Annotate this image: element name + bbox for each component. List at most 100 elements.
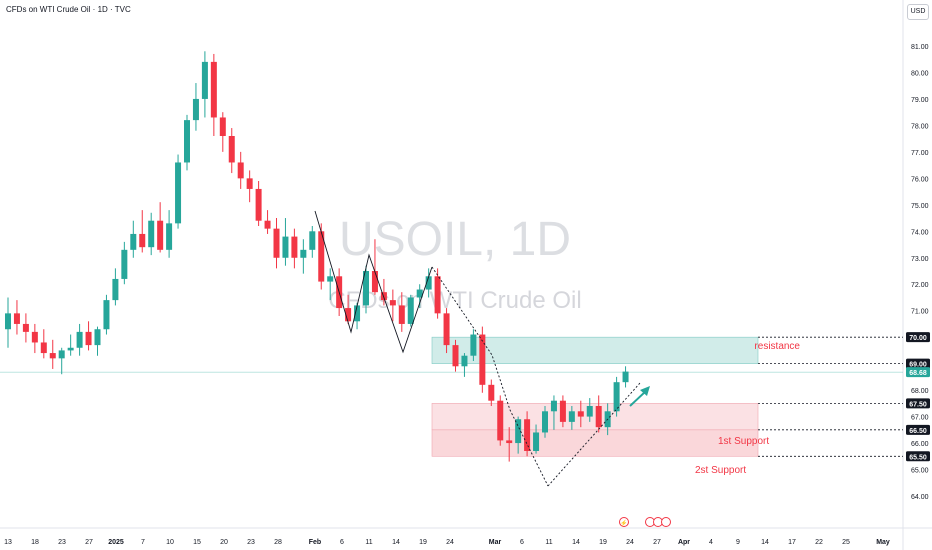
candle-body[interactable] (13, 313, 20, 324)
candle-body[interactable] (488, 384, 495, 401)
candle-body[interactable] (354, 305, 361, 322)
candle-body[interactable] (103, 300, 110, 330)
x-tick-label: 11 (365, 539, 372, 546)
candle-body[interactable] (416, 289, 423, 298)
zigzag-pattern[interactable] (314, 210, 433, 354)
candle-body[interactable] (130, 233, 137, 250)
price-label-text: 68.68 (909, 370, 927, 377)
resistance-label[interactable]: resistance (754, 341, 800, 352)
candle-body[interactable] (595, 406, 602, 428)
candle-body[interactable] (192, 98, 199, 121)
candle-body[interactable] (613, 382, 620, 412)
candle-body[interactable] (121, 249, 128, 279)
candle-body[interactable] (506, 440, 513, 444)
candle-body[interactable] (282, 236, 289, 258)
y-tick-label: 76.00 (911, 176, 929, 183)
candle-body[interactable] (345, 308, 352, 322)
candle-body[interactable] (237, 162, 244, 179)
first-support-zone[interactable] (431, 403, 759, 431)
candle-body[interactable] (497, 400, 504, 441)
candle-body[interactable] (255, 188, 262, 221)
candle-body[interactable] (264, 220, 271, 229)
candle-body[interactable] (291, 236, 298, 258)
candle-body[interactable] (533, 432, 540, 451)
candle-body[interactable] (524, 419, 531, 451)
candle-body[interactable] (246, 178, 253, 189)
candle-body[interactable] (67, 347, 74, 351)
price-label-text: 65.50 (909, 454, 927, 461)
x-tick-label: 10 (166, 539, 174, 546)
candle-body[interactable] (22, 323, 29, 332)
candle-body[interactable] (94, 329, 101, 346)
candle-body[interactable] (219, 117, 226, 136)
lightning-event-icon[interactable] (619, 517, 629, 527)
candle-body[interactable] (407, 297, 414, 324)
candle-body[interactable] (452, 345, 459, 367)
x-tick-label: 13 (4, 539, 12, 546)
candle-body[interactable] (380, 292, 387, 301)
x-tick-label: Feb (309, 539, 321, 546)
candle-body[interactable] (327, 276, 334, 282)
x-tick-label: 24 (626, 539, 634, 546)
second-support-zone[interactable] (431, 429, 759, 457)
candle-body[interactable] (577, 411, 584, 417)
candle-body[interactable] (175, 162, 182, 224)
candle-body[interactable] (139, 233, 146, 248)
x-tick-label: 27 (85, 539, 93, 546)
first-support-label[interactable]: 1st Support (718, 436, 769, 447)
x-tick-label: 6 (340, 539, 344, 546)
economic-event-icon[interactable] (661, 517, 671, 527)
candle-body[interactable] (398, 305, 405, 324)
candle-body[interactable] (559, 400, 566, 422)
candle-body[interactable] (31, 331, 38, 343)
projection-arrow-head[interactable] (640, 386, 650, 396)
candle-body[interactable] (622, 371, 629, 383)
candle-body[interactable] (40, 342, 47, 354)
candle-body[interactable] (210, 61, 217, 118)
candle-body[interactable] (201, 61, 208, 99)
candle-body[interactable] (461, 355, 468, 367)
candle-body[interactable] (389, 300, 396, 306)
dotted-rise-path[interactable] (547, 382, 641, 487)
candle-body[interactable] (184, 120, 190, 163)
candle-body[interactable] (363, 271, 369, 306)
currency-badge[interactable]: USD (907, 4, 929, 20)
dotted-decline-path[interactable] (431, 266, 549, 487)
candle-body[interactable] (228, 136, 235, 163)
candle-body[interactable] (148, 220, 155, 248)
candle-body[interactable] (76, 331, 83, 348)
candle-body[interactable] (300, 249, 307, 258)
candle-body[interactable] (49, 353, 56, 359)
candle-body[interactable] (586, 406, 593, 417)
candle-body[interactable] (479, 334, 486, 385)
candle-body[interactable] (157, 220, 164, 250)
y-tick-label: 66.00 (911, 441, 929, 448)
candle-body[interactable] (434, 276, 441, 314)
candle-body[interactable] (318, 231, 325, 282)
candle-body[interactable] (371, 271, 378, 293)
projection-arrow-shaft[interactable] (629, 390, 647, 407)
y-tick-label: 74.00 (911, 229, 929, 236)
symbol-header[interactable]: CFDs on WTI Crude Oil · 1D · TVC (6, 5, 131, 14)
candle-body[interactable] (470, 334, 477, 356)
candle-body[interactable] (166, 223, 173, 250)
candle-body[interactable] (568, 411, 575, 422)
x-tick-label: 23 (247, 539, 255, 546)
candle-body[interactable] (443, 313, 450, 346)
candle-body[interactable] (542, 411, 548, 433)
candle-body[interactable] (112, 278, 119, 301)
candle-body[interactable] (309, 231, 316, 250)
candle-body[interactable] (58, 350, 65, 359)
candle-body[interactable] (273, 228, 280, 258)
price-label-box (906, 398, 930, 409)
candle-body[interactable] (425, 276, 432, 290)
candle-body[interactable] (550, 400, 557, 412)
second-support-label[interactable]: 2st Support (695, 465, 746, 476)
x-tick-label: 2025 (108, 539, 124, 546)
candle-body[interactable] (515, 419, 522, 444)
candle-body[interactable] (85, 331, 92, 346)
resistance-zone[interactable] (431, 336, 759, 364)
candle-body[interactable] (5, 313, 11, 330)
